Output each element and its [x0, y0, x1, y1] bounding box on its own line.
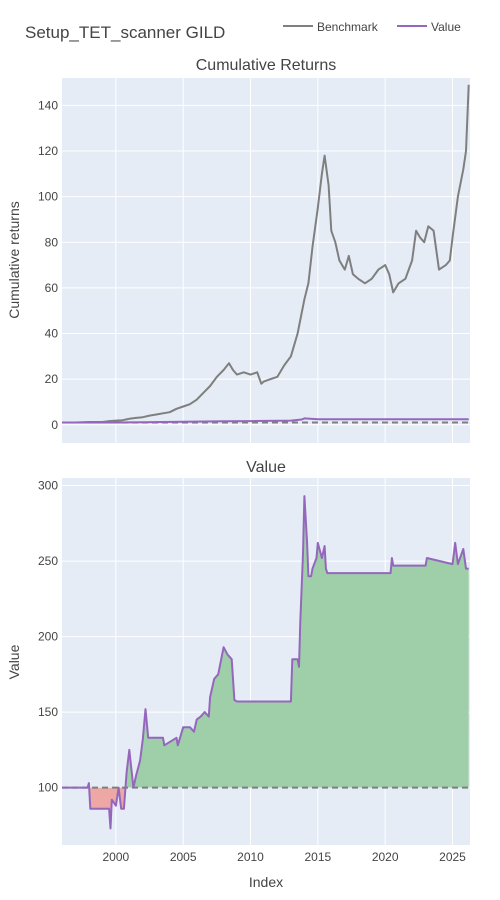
x-tick-label: 2015	[304, 850, 331, 864]
x-tick-label: 2005	[170, 850, 197, 864]
y-tick-label: 120	[38, 144, 58, 158]
x-tick-label: 2020	[372, 850, 399, 864]
y-tick-label: 300	[38, 479, 58, 493]
series-value	[62, 495, 470, 830]
legend-label-value: Value	[431, 20, 461, 34]
y-axis-title-cumulative: Cumulative returns	[6, 201, 22, 319]
x-tick-label: 2025	[439, 850, 466, 864]
legend[interactable]: Benchmark Value	[283, 20, 461, 34]
y-tick-label: 100	[38, 781, 58, 795]
series-line-benchmark	[62, 84, 470, 424]
legend-item-value[interactable]: Value	[397, 20, 461, 34]
y-tick-label: 200	[38, 630, 58, 644]
gain-fill-area	[125, 496, 469, 788]
plot-area-cumulative	[62, 78, 470, 443]
legend-item-benchmark[interactable]: Benchmark	[283, 20, 379, 34]
series-line-value	[62, 495, 469, 830]
series-line-value	[62, 417, 469, 424]
main-title: Setup_TET_scanner GILD	[25, 23, 225, 42]
tick-labels-cumulative: 0 20 40 60 80 100 120 140	[38, 98, 58, 431]
legend-label-benchmark: Benchmark	[317, 20, 379, 34]
y-tick-label: 60	[45, 281, 59, 295]
x-tick-label: 2010	[237, 850, 264, 864]
y-tick-label: 20	[45, 372, 59, 386]
y-tick-label: 140	[38, 98, 58, 112]
y-axis-title-value: Value	[6, 644, 22, 679]
x-tick-label: 2000	[103, 850, 130, 864]
y-tick-label: 150	[38, 705, 58, 719]
y-tick-label: 100	[38, 190, 58, 204]
gridlines-cumulative	[62, 78, 470, 443]
y-tick-label: 0	[51, 418, 58, 432]
tick-labels-value: 2000 2005 2010 2015 2020 2025 100 150 200 250 300	[38, 479, 466, 864]
y-tick-label: 80	[45, 235, 59, 249]
y-tick-label: 40	[45, 327, 59, 341]
panel-title-cumulative: Cumulative Returns	[196, 57, 337, 74]
series-cumulative	[62, 84, 470, 424]
x-axis-title: Index	[249, 874, 283, 890]
y-tick-label: 250	[38, 554, 58, 568]
panel-title-value: Value	[246, 459, 286, 476]
